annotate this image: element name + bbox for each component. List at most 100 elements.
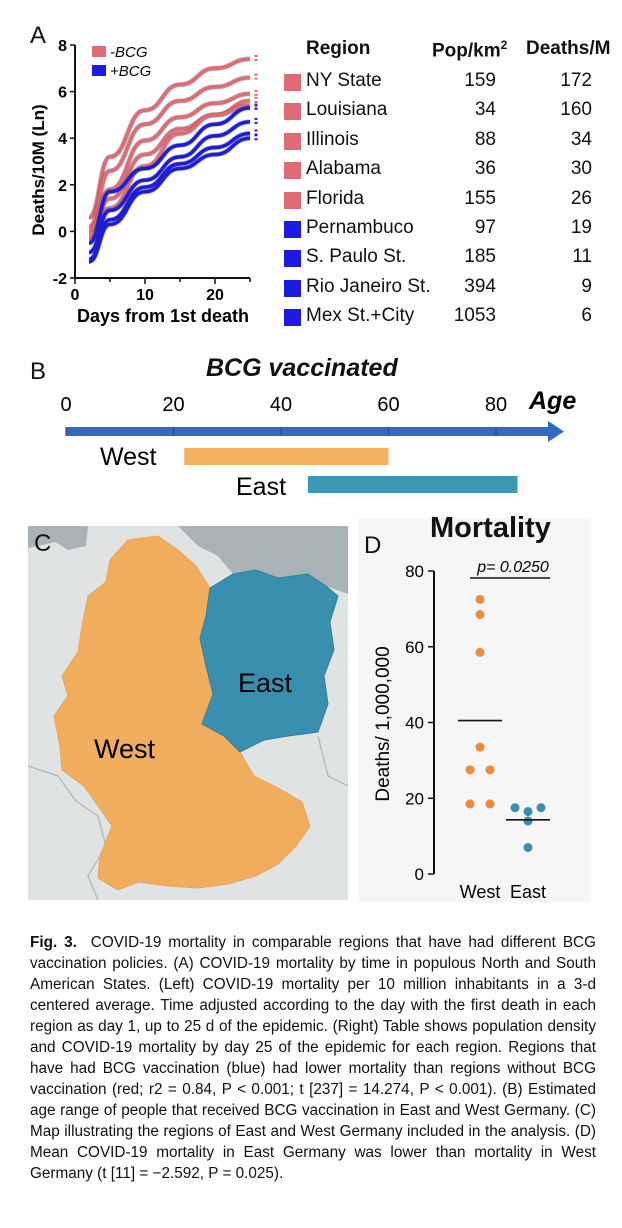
panel-d-chart: 80 60 40 20 0 Deaths/ 1,000,000 p= 0.0250 We… bbox=[373, 559, 550, 902]
a-series-line-8 bbox=[88, 131, 251, 262]
region-color-swatch bbox=[284, 74, 301, 91]
region-color-swatch bbox=[284, 191, 301, 209]
table-row: NY State 159 172 bbox=[284, 68, 614, 96]
table-row: Louisiana 34 160 bbox=[284, 97, 614, 125]
d-y-axis-label: Deaths/ 1,000,000 bbox=[373, 646, 394, 801]
region-name: Louisiana bbox=[306, 99, 388, 121]
a-series-line-6 bbox=[88, 106, 251, 245]
region-name: Illinois bbox=[306, 128, 359, 150]
table-row: Pernambuco 97 19 bbox=[284, 215, 614, 243]
panel-b-title: BCG vaccinated bbox=[206, 354, 398, 382]
region-name: Mex St.+City bbox=[306, 305, 415, 327]
age-arrow-head bbox=[548, 421, 564, 442]
legend-label-minus-bcg: -BCG bbox=[110, 44, 148, 61]
legend-swatch-minus-bcg bbox=[92, 46, 106, 57]
panel-b-label: B bbox=[30, 358, 47, 385]
germany-map: West East bbox=[28, 526, 348, 900]
panel-c-label: C bbox=[34, 530, 52, 557]
west-label: West bbox=[100, 443, 157, 471]
region-color-swatch bbox=[284, 221, 301, 238]
east-age-bar bbox=[307, 476, 518, 493]
a-series-line-1 bbox=[88, 57, 251, 220]
figure-caption: Fig. 3. COVID-19 mortality in comparable… bbox=[30, 932, 596, 1184]
legend-label-plus-bcg: +BCG bbox=[110, 63, 152, 80]
d-y-tick-label: 60 bbox=[405, 638, 424, 657]
east-data-point bbox=[510, 803, 520, 813]
a-y-tick-label: 0 bbox=[58, 224, 67, 241]
header-pop: Pop/km2 bbox=[432, 38, 508, 62]
age-tick-label: 60 bbox=[377, 394, 399, 416]
region-pop-density: 34 bbox=[474, 99, 496, 121]
east-data-point bbox=[523, 807, 533, 817]
table-row: S. Paulo St. 185 11 bbox=[284, 244, 614, 272]
a-series-line-2 bbox=[88, 75, 251, 229]
region-deaths: 19 bbox=[570, 217, 592, 238]
region-color-swatch bbox=[284, 309, 301, 327]
east-germany-region bbox=[199, 569, 339, 753]
legend-swatch-plus-bcg bbox=[92, 65, 106, 76]
region-pop-density: 185 bbox=[464, 246, 496, 268]
table-row: Rio Janeiro St. 394 9 bbox=[284, 274, 614, 302]
west-data-point bbox=[485, 799, 495, 809]
age-tick-label: 0 bbox=[60, 394, 71, 416]
west-data-point bbox=[475, 647, 485, 657]
region-deaths: 30 bbox=[570, 158, 592, 180]
west-data-point bbox=[475, 594, 485, 604]
region-pop-density: 1053 bbox=[453, 305, 496, 327]
caption-text: COVID-19 mortality in comparable regions… bbox=[30, 934, 596, 1182]
region-deaths: 160 bbox=[560, 99, 592, 121]
d-x-category-label: East bbox=[510, 882, 546, 902]
region-pop-density: 159 bbox=[464, 70, 496, 91]
a-y-tick-label: 4 bbox=[58, 131, 67, 148]
region-name: Alabama bbox=[306, 158, 381, 180]
a-x-tick-label: 20 bbox=[206, 287, 224, 304]
age-arrow-shaft bbox=[66, 427, 550, 436]
table-row: Mex St.+City 1053 6 bbox=[284, 303, 614, 331]
east-data-point bbox=[523, 842, 533, 852]
panel-b-chart: 0 20 40 60 80 Age West East bbox=[60, 387, 576, 501]
header-region: Region bbox=[306, 38, 371, 59]
region-deaths: 26 bbox=[570, 187, 592, 209]
table-row: Illinois 88 34 bbox=[284, 127, 614, 155]
age-axis-title: Age bbox=[528, 387, 576, 415]
region-deaths: 172 bbox=[560, 70, 592, 91]
region-color-swatch bbox=[284, 250, 301, 268]
region-deaths: 11 bbox=[572, 246, 592, 268]
west-data-point bbox=[475, 610, 485, 620]
region-deaths: 9 bbox=[581, 275, 592, 297]
d-y-tick-label: 20 bbox=[405, 789, 424, 808]
region-color-swatch bbox=[284, 279, 301, 297]
region-pop-density: 36 bbox=[474, 158, 496, 180]
region-name: Rio Janeiro St. bbox=[306, 275, 431, 297]
region-pop-density: 97 bbox=[474, 217, 496, 238]
region-pop-density: 394 bbox=[464, 275, 496, 297]
east-data-point bbox=[536, 803, 546, 813]
a-series-line-7 bbox=[88, 120, 251, 255]
a-series-line-5 bbox=[88, 103, 251, 238]
a-x-tick-label: 0 bbox=[71, 287, 80, 304]
panel-d-label: D bbox=[364, 532, 382, 559]
region-name: Pernambuco bbox=[306, 217, 414, 238]
x-axis-label: Days from 1st death bbox=[77, 306, 249, 326]
region-name: S. Paulo St. bbox=[306, 246, 407, 268]
d-x-category-label: West bbox=[460, 882, 501, 902]
west-data-point bbox=[465, 799, 475, 809]
map-east-label: East bbox=[238, 668, 293, 698]
a-y-tick-label: -2 bbox=[53, 271, 67, 288]
east-data-point bbox=[523, 816, 533, 826]
west-data-point bbox=[465, 765, 475, 775]
a-series-line-3 bbox=[88, 92, 251, 234]
west-data-point bbox=[475, 742, 485, 752]
region-deaths: 34 bbox=[570, 128, 592, 150]
panel-d-title: Mortality bbox=[430, 512, 551, 544]
header-deaths: Deaths/M bbox=[526, 38, 611, 59]
region-color-swatch bbox=[284, 103, 301, 121]
west-data-point bbox=[485, 765, 495, 775]
age-tick-label: 80 bbox=[485, 394, 507, 416]
region-deaths: 6 bbox=[581, 305, 592, 327]
panel-a-label: A bbox=[30, 22, 47, 49]
p-value-label: p= 0.0250 bbox=[476, 559, 549, 576]
region-color-swatch bbox=[284, 162, 301, 180]
d-y-tick-label: 40 bbox=[405, 714, 424, 733]
